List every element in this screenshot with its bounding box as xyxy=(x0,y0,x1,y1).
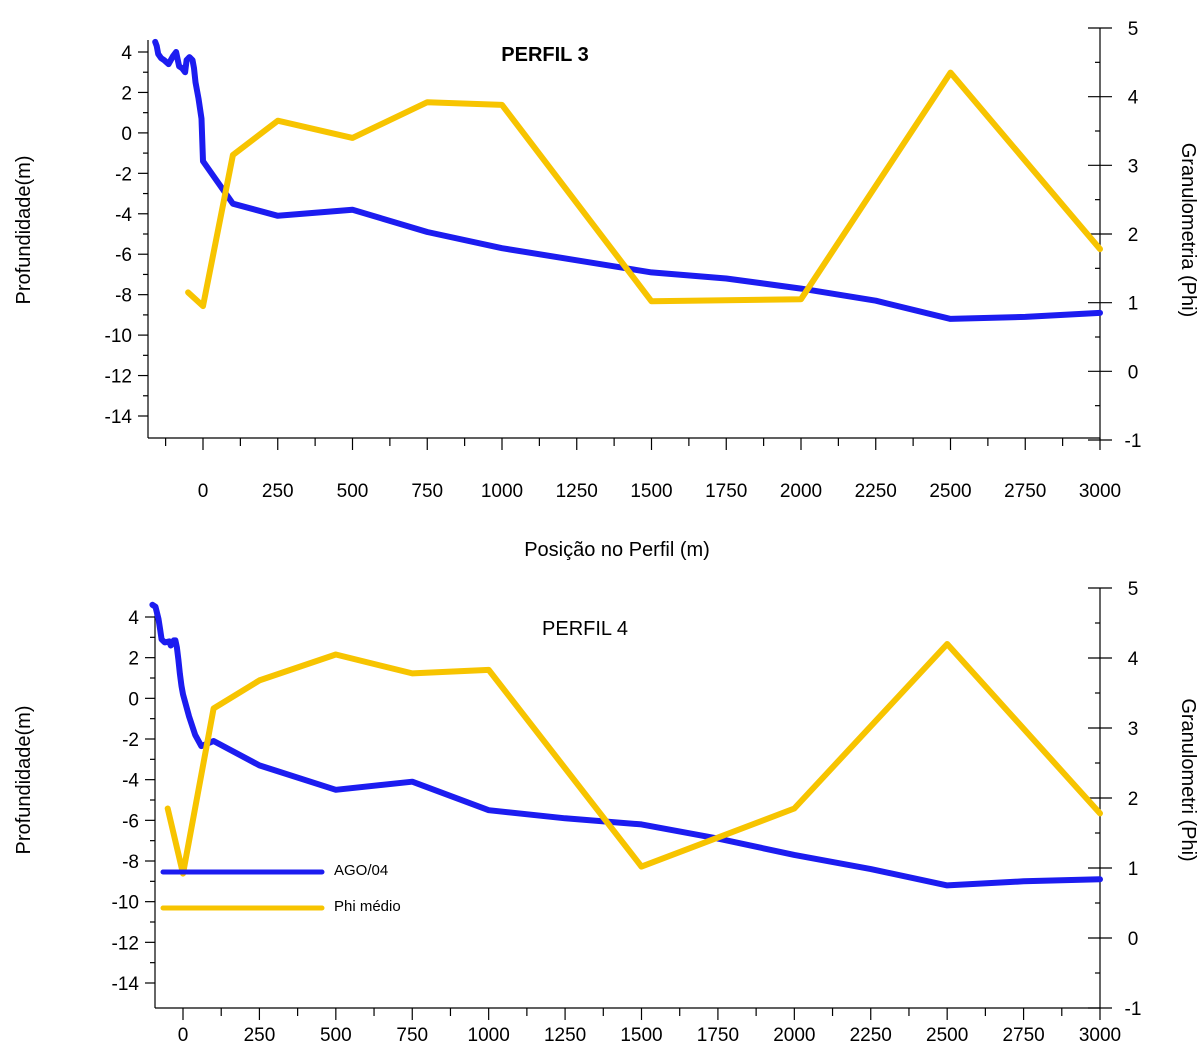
chart-0-y-tick-label: 4 xyxy=(121,43,132,64)
chart-1-x-tick-label: 1500 xyxy=(620,1025,662,1046)
chart-1-legend-label: Phi médio xyxy=(334,898,401,915)
chart-1-y2-tick-label: 1 xyxy=(1128,859,1139,880)
chart-1-x-tick-label: 250 xyxy=(244,1025,276,1046)
chart-1-y-tick-label: 0 xyxy=(128,689,139,710)
chart-0-title: PERFIL 3 xyxy=(501,44,588,66)
chart-0-x-tick-label: 1250 xyxy=(556,481,598,502)
chart-0-y-label: Profundidade(m) xyxy=(13,156,35,305)
chart-0-series-phi xyxy=(185,69,1103,310)
chart-0-y2-tick-label: 1 xyxy=(1128,294,1139,315)
chart-0-y2-tick-label: 3 xyxy=(1128,156,1139,177)
chart-1-y-label: Profundidade(m) xyxy=(13,706,35,855)
chart-1-y-tick-label: -2 xyxy=(122,730,139,751)
chart-0-x-tick-label: 1500 xyxy=(630,481,672,502)
chart-1-x-tick-label: 2250 xyxy=(850,1025,892,1046)
chart-1-x-tick-label: 1000 xyxy=(468,1025,510,1046)
chart-1-series-phi xyxy=(164,641,1103,877)
chart-1-x-tick-label: 0 xyxy=(178,1025,189,1046)
chart-0-x-tick-label: 2500 xyxy=(929,481,971,502)
chart-1-x-tick-label: 750 xyxy=(396,1025,428,1046)
chart-1-legend: AGO/04 Phi médio xyxy=(160,862,401,915)
chart-0-x-tick-label: 3000 xyxy=(1079,481,1121,502)
chart-0-y2-label: Granulometria (Phi) xyxy=(1177,143,1199,318)
chart-0-y-tick-label: 0 xyxy=(121,124,132,145)
chart-0-y-tick-label: -12 xyxy=(105,367,132,388)
chart-0-y2-tick-label: 5 xyxy=(1128,19,1139,40)
chart-0-x-tick-label: 2750 xyxy=(1004,481,1046,502)
chart-1-y2-tick-label: 4 xyxy=(1128,649,1139,670)
chart-1-x-tick-label: 1750 xyxy=(697,1025,739,1046)
chart-1-y-tick-label: 2 xyxy=(128,649,139,670)
chart-0-y-tick-label: -8 xyxy=(115,286,132,307)
chart-0-y-tick-label: -10 xyxy=(105,326,132,347)
chart-1-y2-tick-label: 5 xyxy=(1128,579,1139,600)
chart-1-y-tick-label: -10 xyxy=(112,893,139,914)
chart-0-y2-tick-label: 2 xyxy=(1128,225,1139,246)
chart-0-y-tick-label: 2 xyxy=(121,83,132,104)
chart-0-x-tick-label: 2250 xyxy=(855,481,897,502)
chart-1-series-depth xyxy=(149,601,1103,889)
chart-0-x-tick-label: 2000 xyxy=(780,481,822,502)
chart-1-x-tick-label: 2000 xyxy=(773,1025,815,1046)
chart-0-series-depth xyxy=(152,38,1103,322)
chart-1-y2-tick-label: 0 xyxy=(1128,929,1139,950)
chart-0-y-tick-label: -4 xyxy=(115,205,132,226)
chart-0-x-tick-label: 0 xyxy=(198,481,209,502)
chart-0-y-tick-label: -14 xyxy=(105,407,133,428)
chart-0-y2-tick-label: 4 xyxy=(1128,88,1139,109)
chart-1-y2-tick-label: -1 xyxy=(1125,999,1142,1020)
chart-1-x-tick-label: 3000 xyxy=(1079,1025,1121,1046)
chart-1-y2-label: Granulometri (Phi) xyxy=(1177,698,1199,861)
chart-0-y-tick-label: -6 xyxy=(115,245,132,266)
chart-0-x-tick-label: 500 xyxy=(337,481,369,502)
chart-0-x-label: Posição no Perfil (m) xyxy=(524,539,710,561)
chart-1-legend-label: AGO/04 xyxy=(334,862,388,879)
chart-0-y2-tick-label: -1 xyxy=(1125,431,1142,452)
chart-1-y-tick-label: -12 xyxy=(112,933,139,954)
chart-1-x-tick-label: 500 xyxy=(320,1025,352,1046)
chart-1-title: PERFIL 4 xyxy=(542,618,628,640)
chart-1-y-tick-label: -6 xyxy=(122,811,139,832)
chart-0-x-tick-label: 250 xyxy=(262,481,294,502)
chart-1-x-tick-label: 2750 xyxy=(1002,1025,1044,1046)
chart-1-y-tick-label: -14 xyxy=(112,974,140,995)
chart-1-y2-tick-label: 2 xyxy=(1128,789,1139,810)
chart-1-y2-tick-label: 3 xyxy=(1128,719,1139,740)
chart-0-y-tick-label: -2 xyxy=(115,164,132,185)
chart-1-x-tick-label: 1250 xyxy=(544,1025,586,1046)
chart-0-x-tick-label: 1750 xyxy=(705,481,747,502)
chart-1-x-tick-label: 2500 xyxy=(926,1025,968,1046)
chart-1-y-tick-label: -8 xyxy=(122,852,139,873)
chart-1-y-tick-label: 4 xyxy=(128,608,139,629)
chart-0-x-tick-label: 1000 xyxy=(481,481,523,502)
chart-0-x-tick-label: 750 xyxy=(411,481,443,502)
chart-1-y-tick-label: -4 xyxy=(122,771,139,792)
chart-0-y2-tick-label: 0 xyxy=(1128,362,1139,383)
